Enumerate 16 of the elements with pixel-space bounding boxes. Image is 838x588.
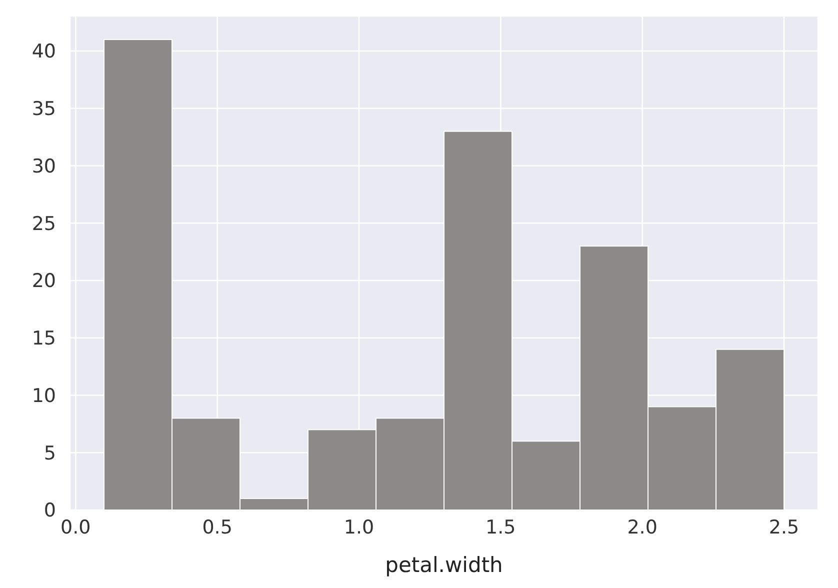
x-tick-label: 0.5: [202, 516, 232, 538]
x-tick-label: 2.5: [768, 516, 800, 538]
y-tick-label: 25: [32, 212, 56, 235]
x-tick-label: 2.0: [627, 516, 658, 538]
y-tick-label: 5: [44, 442, 56, 464]
y-tick-label: 40: [32, 40, 56, 63]
x-tick-label: 1.0: [344, 516, 374, 538]
y-tick-label: 0: [44, 500, 56, 522]
y-tick-label: 35: [32, 98, 56, 120]
y-tick-label: 10: [32, 384, 56, 407]
y-tick-label: 15: [32, 328, 56, 350]
x-axis-title: petal.width: [385, 553, 503, 577]
x-tick-label: 0.0: [60, 516, 91, 538]
y-tick-label: 30: [32, 155, 56, 178]
y-tick-label: 20: [32, 270, 56, 292]
x-tick-label: 1.5: [486, 516, 516, 538]
